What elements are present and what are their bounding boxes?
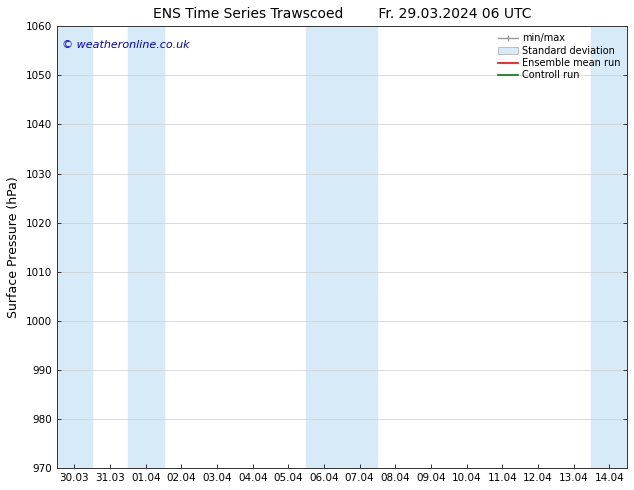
Legend: min/max, Standard deviation, Ensemble mean run, Controll run: min/max, Standard deviation, Ensemble me… — [496, 31, 622, 82]
Text: © weatheronline.co.uk: © weatheronline.co.uk — [62, 40, 190, 49]
Bar — [128, 26, 164, 468]
Y-axis label: Surface Pressure (hPa): Surface Pressure (hPa) — [7, 176, 20, 318]
Bar — [592, 26, 627, 468]
Title: ENS Time Series Trawscoed        Fr. 29.03.2024 06 UTC: ENS Time Series Trawscoed Fr. 29.03.2024… — [153, 7, 531, 21]
Bar — [306, 26, 377, 468]
Bar — [56, 26, 93, 468]
